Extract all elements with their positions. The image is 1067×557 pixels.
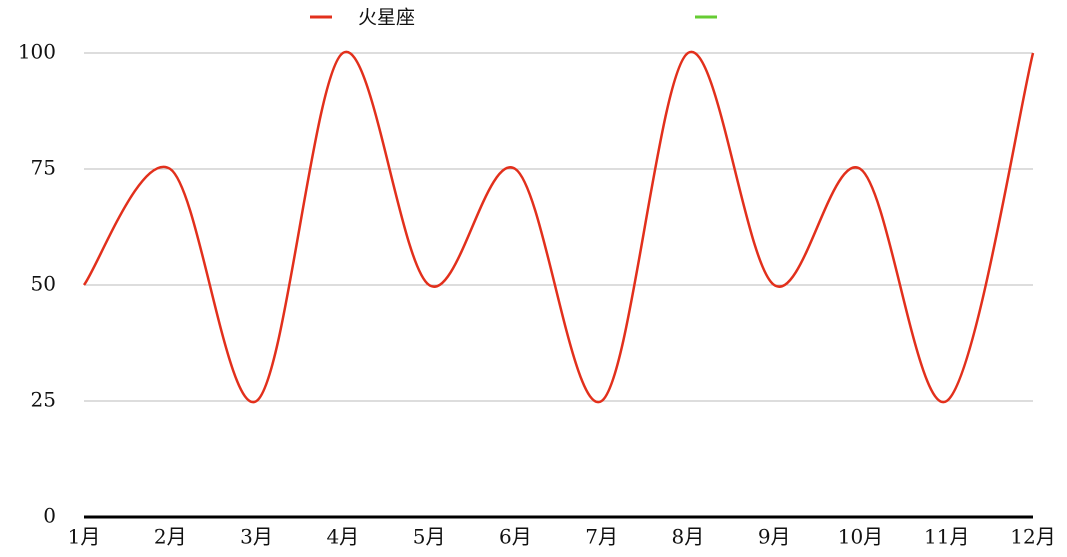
x-tick-label: 4月 [326, 525, 359, 549]
y-tick-label: 75 [31, 156, 56, 180]
x-tick-label: 12月 [1010, 525, 1055, 549]
y-tick-label: 50 [31, 272, 56, 296]
x-tick-label: 2月 [154, 525, 187, 549]
x-tick-label: 7月 [585, 525, 618, 549]
x-tick-label: 1月 [68, 525, 101, 549]
x-tick-label: 5月 [413, 525, 446, 549]
x-tick-label: 8月 [672, 525, 705, 549]
series-line [82, 50, 1035, 404]
x-tick-label: 6月 [499, 525, 532, 549]
x-tick-label: 10月 [838, 525, 883, 549]
x-tick-label: 3月 [240, 525, 273, 549]
x-tick-label: 11月 [924, 525, 969, 549]
y-tick-label: 25 [31, 388, 56, 412]
y-tick-label: 100 [18, 40, 56, 64]
x-tick-label: 9月 [758, 525, 791, 549]
y-tick-label: 0 [43, 504, 56, 528]
legend-label: 火星座 [358, 7, 415, 29]
